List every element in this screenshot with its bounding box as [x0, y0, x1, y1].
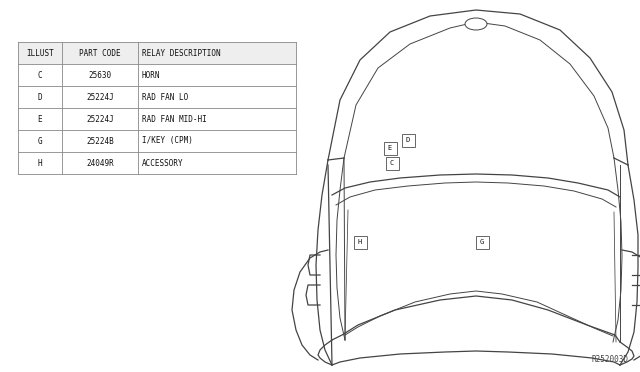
- Text: H: H: [38, 158, 42, 167]
- Bar: [18, 152, 296, 174]
- Text: RAD FAN LO: RAD FAN LO: [142, 93, 188, 102]
- Bar: [18, 86, 296, 108]
- Bar: [383, 141, 397, 154]
- Text: ILLUST: ILLUST: [26, 48, 54, 58]
- Text: I/KEY (CPM): I/KEY (CPM): [142, 137, 193, 145]
- Text: E: E: [388, 145, 392, 151]
- Ellipse shape: [465, 18, 487, 30]
- Text: G: G: [38, 137, 42, 145]
- Text: RELAY DESCRIPTION: RELAY DESCRIPTION: [142, 48, 221, 58]
- Bar: [18, 108, 296, 130]
- Bar: [353, 235, 367, 248]
- Text: 25630: 25630: [88, 71, 111, 80]
- Bar: [18, 64, 296, 86]
- Bar: [18, 130, 296, 152]
- Text: 25224B: 25224B: [86, 137, 114, 145]
- Text: RAD FAN MID-HI: RAD FAN MID-HI: [142, 115, 207, 124]
- Text: D: D: [406, 137, 410, 143]
- Bar: [385, 157, 399, 170]
- Text: PART CODE: PART CODE: [79, 48, 121, 58]
- Text: 24049R: 24049R: [86, 158, 114, 167]
- Text: G: G: [480, 239, 484, 245]
- Bar: [476, 235, 488, 248]
- Text: D: D: [38, 93, 42, 102]
- Text: C: C: [390, 160, 394, 166]
- Text: C: C: [38, 71, 42, 80]
- Text: R252003D: R252003D: [591, 355, 628, 364]
- Text: 25224J: 25224J: [86, 93, 114, 102]
- Text: ACCESSORY: ACCESSORY: [142, 158, 184, 167]
- Bar: [401, 134, 415, 147]
- Text: E: E: [38, 115, 42, 124]
- Text: H: H: [358, 239, 362, 245]
- Text: HORN: HORN: [142, 71, 161, 80]
- Bar: [18, 42, 296, 64]
- Text: 25224J: 25224J: [86, 115, 114, 124]
